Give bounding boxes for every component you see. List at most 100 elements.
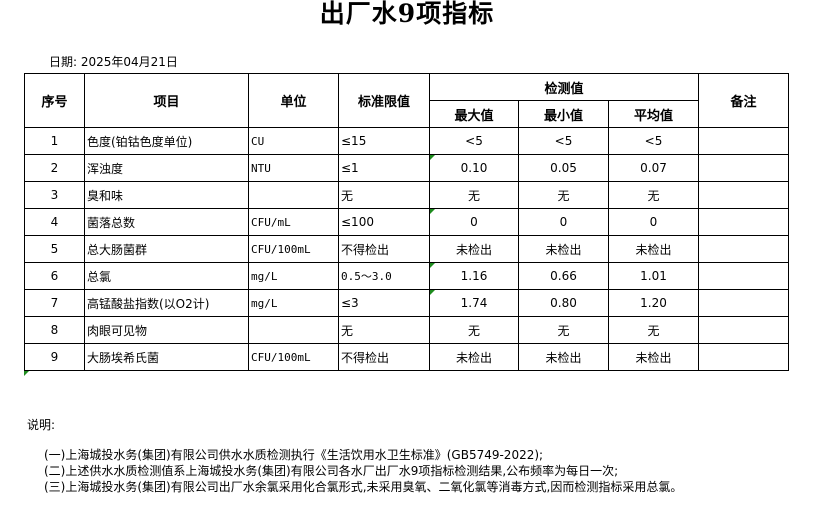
cell-text: CFU/100mL <box>251 350 311 364</box>
cell-remark <box>698 235 789 263</box>
cell-item: 色度(铂钴色度单位) <box>84 127 249 155</box>
cell-text: 未检出 <box>455 350 492 365</box>
cell-text: ≤1 <box>341 161 359 175</box>
table-row: 4 菌落总数 CFU/mL ≤100 0 0 0 <box>24 208 789 236</box>
table-row: 6 总氯 mg/L 0.5～3.0 1.16 0.66 1.01 <box>24 262 789 290</box>
cell-limit: 无 <box>338 181 430 209</box>
cell-text: ≤100 <box>341 215 374 229</box>
cell-item: 菌落总数 <box>84 208 249 236</box>
cell-text: 无 <box>557 323 570 338</box>
header-limit: 标准限值 <box>338 73 430 128</box>
cell-text: 4 <box>50 215 59 229</box>
cell-text: 未检出 <box>635 242 672 257</box>
cell-seq: 2 <box>24 154 85 182</box>
note-item: (三)上海城投水务(集团)有限公司出厂水余氯采用化合氯形式,未采用臭氧、二氧化氯… <box>44 480 683 494</box>
cell-seq: 1 <box>24 127 85 155</box>
cell-text: CFU/mL <box>251 215 291 229</box>
cell-remark <box>698 127 789 155</box>
cell-text: ≤15 <box>341 134 367 148</box>
cell-marker-icon <box>430 155 435 160</box>
cell-remark <box>698 181 789 209</box>
table-row: 3 臭和味 无 无 无 无 <box>24 181 789 209</box>
header-detect: 检测值 <box>429 73 699 101</box>
cell-min: 无 <box>518 181 609 209</box>
cell-seq: 4 <box>24 208 85 236</box>
cell-text: 浑浊度 <box>87 161 124 176</box>
header-seq: 序号 <box>24 73 85 128</box>
cell-max: 未检出 <box>429 235 519 263</box>
cell-unit: CFU/100mL <box>248 235 339 263</box>
cell-text: <5 <box>644 134 663 148</box>
cell-item: 高锰酸盐指数(以O2计) <box>84 289 249 317</box>
cell-text: 9 <box>50 350 59 364</box>
cell-text: 未检出 <box>545 350 582 365</box>
cell-min: <5 <box>518 127 609 155</box>
cell-limit: 无 <box>338 316 430 344</box>
cell-unit: mg/L <box>248 289 339 317</box>
cell-text: 无 <box>647 188 660 203</box>
cell-remark <box>698 316 789 344</box>
cell-text: 2 <box>50 161 59 175</box>
cell-unit: CFU/mL <box>248 208 339 236</box>
cell-text: ≤3 <box>341 296 359 310</box>
cell-text: 臭和味 <box>87 188 124 203</box>
cell-text: 总氯 <box>87 269 112 284</box>
header-min: 最小值 <box>518 100 609 128</box>
cell-max: 1.16 <box>429 262 519 290</box>
cell-text: 色度(铂钴色度单位) <box>87 134 193 149</box>
water-quality-table: 序号 项目 单位 标准限值 检测值 备注 最大值 最小值 平均值 1 色度(铂钴色… <box>24 73 789 371</box>
cell-avg: 1.20 <box>608 289 699 317</box>
cell-marker-icon <box>430 290 435 295</box>
cell-text: 0.05 <box>550 161 577 175</box>
cell-item: 总氯 <box>84 262 249 290</box>
cell-text: 0 <box>559 215 568 229</box>
cell-limit: 不得检出 <box>338 235 430 263</box>
cell-min: 0 <box>518 208 609 236</box>
cell-text: 6 <box>50 269 59 283</box>
cell-min: 0.80 <box>518 289 609 317</box>
table-row: 1 色度(铂钴色度单位) CU ≤15 <5 <5 <5 <box>24 127 789 155</box>
cell-min: 未检出 <box>518 343 609 371</box>
report-date: 日期: 2025年04月21日 <box>49 55 178 69</box>
cell-text: NTU <box>251 161 271 175</box>
notes-label: 说明: <box>27 418 56 432</box>
cell-text: 无 <box>467 323 480 338</box>
cell-seq: 8 <box>24 316 85 344</box>
cell-text: <5 <box>554 134 573 148</box>
page-title: 出厂水9项指标 <box>319 0 495 28</box>
cell-limit: ≤15 <box>338 127 430 155</box>
cell-unit <box>248 316 339 344</box>
cell-unit: CFU/100mL <box>248 343 339 371</box>
table-row: 2 浑浊度 NTU ≤1 0.10 0.05 0.07 <box>24 154 789 182</box>
cell-text: <5 <box>465 134 483 148</box>
cell-text: 未检出 <box>635 350 672 365</box>
header-item: 项目 <box>84 73 249 128</box>
cell-max: 未检出 <box>429 343 519 371</box>
cell-item: 大肠埃希氏菌 <box>84 343 249 371</box>
cell-text: 1.20 <box>640 296 667 310</box>
cell-remark <box>698 289 789 317</box>
cell-seq: 7 <box>24 289 85 317</box>
cell-text: 总大肠菌群 <box>87 242 148 257</box>
cell-text: 菌落总数 <box>87 215 136 230</box>
cell-text: 不得检出 <box>341 350 390 365</box>
cell-max: 无 <box>429 181 519 209</box>
cell-text: 0.80 <box>550 296 577 310</box>
cell-text: 高锰酸盐指数(以O2计) <box>87 296 210 311</box>
cell-unit: NTU <box>248 154 339 182</box>
cell-avg: 未检出 <box>608 235 699 263</box>
cell-text: CFU/100mL <box>251 242 311 256</box>
cell-text: mg/L <box>251 296 278 310</box>
cell-unit: CU <box>248 127 339 155</box>
note-item: (一)上海城投水务(集团)有限公司供水水质检测执行《生活饮用水卫生标准》(GB5… <box>44 448 544 462</box>
table-row: 5 总大肠菌群 CFU/100mL 不得检出 未检出 未检出 未检出 <box>24 235 789 263</box>
header-unit: 单位 <box>248 73 339 128</box>
cell-limit: 不得检出 <box>338 343 430 371</box>
cell-limit: 0.5～3.0 <box>338 262 430 290</box>
cell-text: 0.5～3.0 <box>341 270 392 283</box>
table-row: 7 高锰酸盐指数(以O2计) mg/L ≤3 1.74 0.80 1.20 <box>24 289 789 317</box>
cell-avg: 无 <box>608 181 699 209</box>
cell-max: 1.74 <box>429 289 519 317</box>
cell-marker-icon <box>430 209 435 214</box>
cell-limit: ≤1 <box>338 154 430 182</box>
